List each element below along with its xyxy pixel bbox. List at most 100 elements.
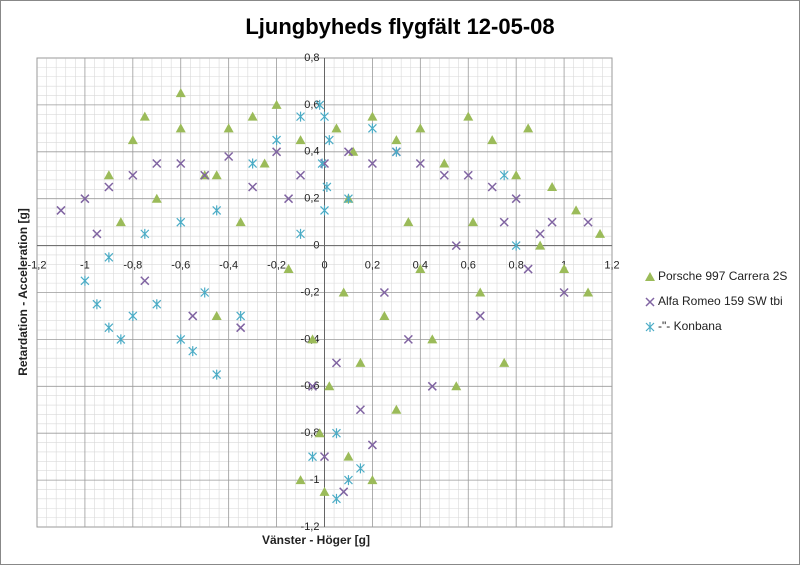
point (212, 369, 222, 380)
point (212, 205, 222, 216)
point (307, 381, 318, 391)
point (271, 99, 282, 109)
y-tick-label: 0,4 (304, 146, 319, 158)
point (415, 123, 426, 133)
point (152, 158, 162, 169)
point (103, 170, 114, 180)
point (415, 158, 425, 169)
y-tick-label: 0,6 (304, 99, 319, 111)
point (331, 358, 342, 368)
point (547, 217, 557, 227)
point (475, 287, 486, 297)
point (427, 334, 438, 344)
point (211, 310, 222, 320)
point (403, 334, 413, 344)
y-tick-label: 0,8 (304, 52, 319, 64)
point (379, 310, 390, 320)
series (80, 99, 521, 504)
point (415, 264, 426, 274)
y-tick-label: -1 (310, 474, 320, 486)
point (152, 299, 162, 310)
point (140, 228, 150, 239)
legend-item: Alfa Romeo 159 SW tbi (645, 294, 783, 308)
point (259, 158, 270, 168)
point (283, 264, 294, 274)
point (523, 264, 533, 274)
point (188, 346, 198, 357)
point (92, 299, 102, 310)
x-tick-label: -0,4 (219, 260, 238, 272)
point (391, 404, 402, 414)
point (451, 241, 461, 251)
point (80, 194, 90, 204)
point (56, 205, 66, 215)
legend-text: Porsche 997 Carrera 2S (658, 269, 787, 283)
point (511, 194, 521, 204)
point (356, 463, 365, 474)
point (211, 170, 222, 180)
point (188, 311, 198, 321)
point (176, 158, 186, 169)
x-axis-label: Vänster - Höger [g] (262, 533, 370, 547)
point (583, 287, 594, 297)
point (139, 111, 150, 121)
point (176, 334, 186, 345)
point (247, 111, 258, 121)
point (339, 487, 349, 497)
point (223, 123, 234, 133)
y-tick-label: -1,2 (301, 521, 320, 533)
point (439, 158, 450, 168)
point (236, 310, 246, 321)
point (338, 287, 349, 297)
point (355, 405, 365, 415)
point (439, 170, 449, 180)
point (322, 181, 332, 192)
y-tick-label: -0,2 (301, 286, 320, 298)
point (200, 170, 210, 180)
point (403, 217, 414, 227)
point (499, 357, 510, 367)
point (80, 275, 90, 286)
point (367, 123, 377, 134)
point (104, 182, 114, 192)
point (535, 240, 546, 250)
point (475, 311, 485, 321)
point (391, 146, 401, 157)
legend-item: Porsche 997 Carrera 2S (645, 269, 787, 283)
point (128, 310, 138, 321)
point (224, 151, 234, 162)
legend-marker (645, 272, 655, 281)
point (319, 452, 330, 462)
x-tick-label: 0,2 (365, 260, 380, 272)
point (104, 252, 114, 263)
point (315, 99, 325, 110)
point (367, 111, 378, 121)
point (324, 135, 334, 146)
point (379, 287, 389, 298)
point (367, 440, 377, 450)
point (332, 428, 341, 439)
point (523, 123, 534, 133)
point (314, 428, 325, 438)
point (511, 170, 522, 180)
point (343, 451, 354, 461)
point (92, 229, 102, 239)
point (547, 181, 558, 191)
point (104, 322, 114, 333)
y-tick-label: -0,8 (301, 427, 320, 439)
point (151, 193, 162, 203)
point (451, 381, 462, 391)
x-tick-label: -1,2 (28, 260, 47, 272)
point (331, 123, 342, 133)
point (175, 123, 186, 133)
point (355, 357, 366, 367)
point (319, 486, 330, 496)
point (535, 229, 545, 239)
point (272, 135, 282, 146)
point (559, 287, 569, 298)
x-tick-label: 0,8 (509, 260, 524, 272)
point (308, 451, 317, 462)
point (499, 170, 509, 181)
point (128, 170, 138, 180)
